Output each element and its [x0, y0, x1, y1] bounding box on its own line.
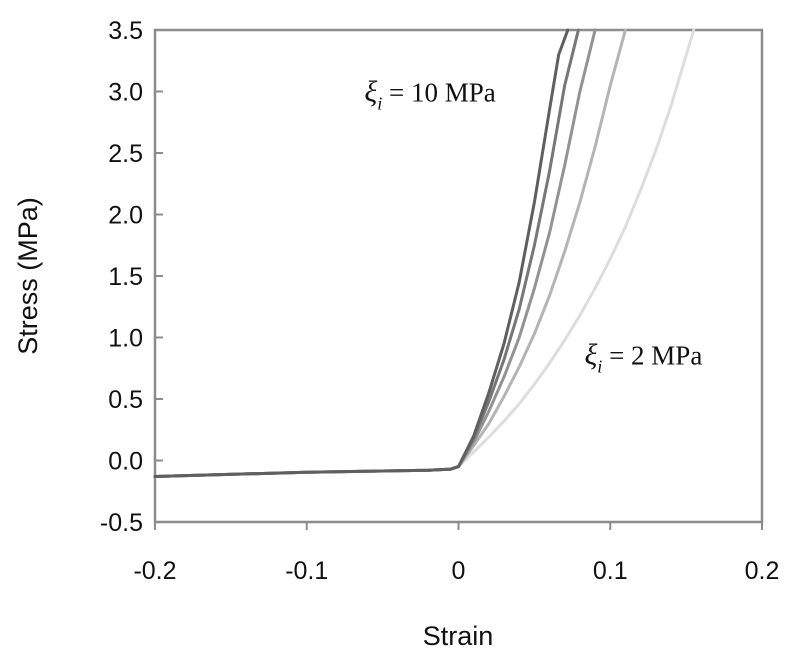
series-line	[153, 28, 570, 478]
series-lines	[153, 28, 696, 478]
annotations: ξi = 10 MPa ξi = 2 MPa	[364, 75, 702, 376]
y-axis: -0.5 0.0 0.5 1.0 1.5 2.0 2.5 3.0 3.5	[100, 17, 163, 537]
y-tick-label: 1.0	[108, 325, 143, 353]
y-tick-label: 3.5	[108, 17, 143, 45]
y-tick-label: -0.5	[100, 509, 143, 537]
y-axis-title: Stress (MPa)	[13, 197, 43, 355]
x-axis-title: Strain	[423, 621, 494, 651]
y-tick-label: 2.5	[108, 140, 143, 168]
x-axis: -0.2 -0.1 0 0.1 0.2	[133, 522, 779, 585]
y-tick-label: 2.0	[108, 202, 143, 230]
y-tick-label: 3.0	[108, 79, 143, 107]
x-tick-label: -0.2	[133, 557, 176, 585]
y-tick-label: 0.0	[108, 448, 143, 476]
x-tick-label: -0.1	[285, 557, 328, 585]
x-tick-label: 0.2	[745, 557, 780, 585]
y-tick-label: 1.5	[108, 263, 143, 291]
x-tick-label: 0.1	[593, 557, 628, 585]
annotation-label: ξi = 10 MPa	[364, 75, 495, 113]
y-tick-label: 0.5	[108, 386, 143, 414]
annotation-label: ξi = 2 MPa	[584, 339, 702, 377]
x-tick-label: 0	[452, 557, 466, 585]
